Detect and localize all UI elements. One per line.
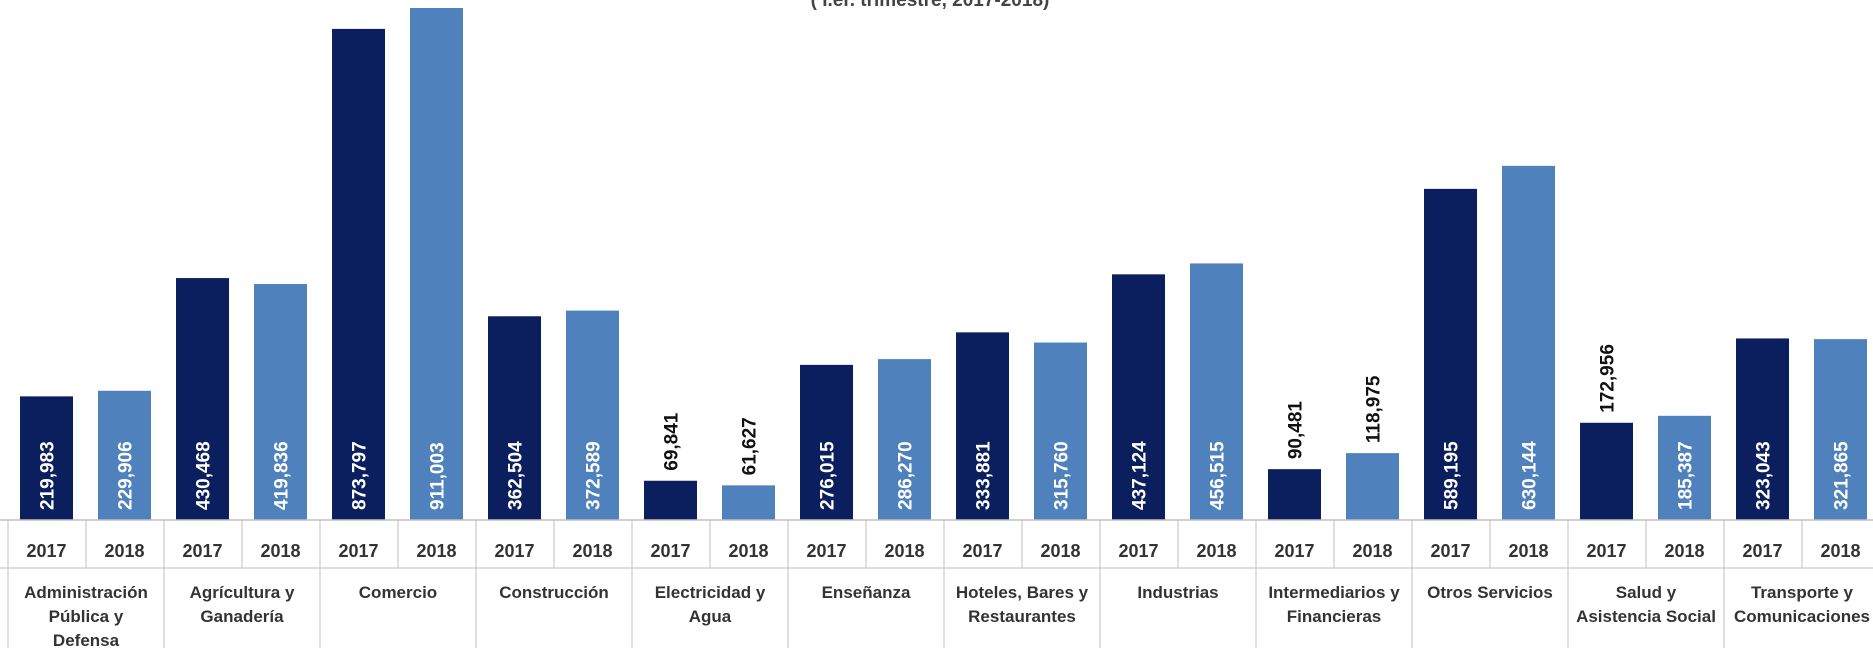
year-tick-label: 2018 (260, 541, 300, 561)
bar-12-2017 (1736, 338, 1789, 520)
year-tick-label: 2017 (1586, 541, 1626, 561)
bar-value-label: 315,760 (1052, 441, 1073, 510)
bar-7-2018 (1034, 342, 1087, 520)
year-tick-label: 2017 (806, 541, 846, 561)
year-tick-label: 2017 (338, 541, 378, 561)
bar-value-label: 321,865 (1832, 441, 1853, 510)
year-tick-label: 2018 (1040, 541, 1080, 561)
bar-value-label: 323,043 (1754, 441, 1775, 510)
category-tick-label: Ganadería (200, 607, 284, 626)
category-tick-label: Comercio (359, 583, 437, 602)
bar-2-2018 (254, 284, 307, 520)
category-tick-label: Industrias (1137, 583, 1218, 602)
year-tick-label: 2018 (1664, 541, 1704, 561)
bar-12-2018 (1814, 339, 1867, 520)
year-tick-label: 2018 (1352, 541, 1392, 561)
year-tick-label: 2018 (1196, 541, 1236, 561)
year-tick-label: 2018 (572, 541, 612, 561)
chart-subtitle: ( I.er. trimestre, 2017-2018) (811, 0, 1050, 11)
year-tick-label: 2018 (104, 541, 144, 561)
category-tick-label: Electricidad y (655, 583, 766, 602)
bar-5-2018 (722, 485, 775, 520)
bar-value-label: 219,983 (38, 441, 59, 510)
year-tick-label: 2018 (884, 541, 924, 561)
bar-10-2017 (1424, 188, 1477, 520)
category-axis: 2017 2018 Administración Pública y Defensa 20… (0, 519, 1873, 648)
bar-3-2018 (410, 8, 463, 520)
bar-value-label: 430,468 (194, 441, 215, 510)
bar-4-2018 (566, 310, 619, 520)
year-tick-label: 2017 (182, 541, 222, 561)
category-tick-label: Asistencia Social (1576, 607, 1716, 626)
bar-value-label: 61,627 (740, 417, 761, 475)
bar-6-2018 (878, 359, 931, 520)
bar-8-2017 (1112, 274, 1165, 520)
bar-9-2018 (1346, 453, 1399, 520)
bar-value-label: 589,195 (1442, 441, 1463, 510)
bar-value-label: 229,906 (116, 441, 137, 510)
category-tick-label: Comunicaciones (1734, 607, 1870, 626)
category-tick-label: Salud y (1616, 583, 1677, 602)
bar-value-label: 276,015 (818, 441, 839, 510)
year-tick-label: 2018 (1508, 541, 1548, 561)
year-tick-label: 2017 (494, 541, 534, 561)
year-tick-label: 2018 (416, 541, 456, 561)
bar-value-label: 911,003 (428, 442, 449, 510)
bar-value-label: 630,144 (1520, 441, 1541, 510)
bar-value-label: 419,836 (272, 441, 293, 510)
category-tick-label: Pública y (49, 607, 124, 626)
year-tick-label: 2017 (1118, 541, 1158, 561)
category-tick-label: Hoteles, Bares y (956, 583, 1089, 602)
category-tick-label: Transporte y (1751, 583, 1854, 602)
bar-1-2018 (98, 390, 151, 520)
category-tick-label: Enseñanza (822, 583, 911, 602)
year-tick-label: 2017 (1430, 541, 1470, 561)
bar-7-2017 (956, 332, 1009, 520)
bar-value-label: 873,797 (350, 441, 371, 510)
year-tick-label: 2017 (26, 541, 66, 561)
bar-2-2017 (176, 278, 229, 520)
bar-10-2018 (1502, 165, 1555, 521)
bar-value-label: 118,975 (1364, 375, 1385, 443)
year-tick-label: 2017 (650, 541, 690, 561)
category-tick-label: Restaurantes (968, 607, 1076, 626)
bar-11-2018 (1658, 415, 1711, 520)
bar-6-2017 (800, 364, 853, 520)
bars-group: 219,983 229,906 430,468 419,836 873,797 911,0… (20, 8, 1867, 521)
bar-4-2017 (488, 316, 541, 520)
bar-value-label: 362,504 (506, 441, 527, 510)
bar-1-2017 (20, 396, 73, 520)
bar-value-label: 90,481 (1286, 401, 1307, 460)
bar-value-label: 456,515 (1208, 441, 1229, 510)
bar-5-2017 (644, 480, 697, 520)
category-tick-label: Financieras (1287, 607, 1382, 626)
year-tick-label: 2017 (962, 541, 1002, 561)
category-tick-label: Otros Servicios (1427, 583, 1553, 602)
bar-8-2018 (1190, 263, 1243, 520)
bar-value-label: 172,956 (1598, 344, 1619, 413)
year-tick-label: 2018 (728, 541, 768, 561)
bar-3-2017 (332, 28, 385, 521)
bar-value-label: 333,881 (974, 441, 995, 510)
bar-value-label: 372,589 (584, 441, 605, 510)
bar-value-label: 286,270 (896, 441, 917, 510)
year-tick-label: 2017 (1742, 541, 1782, 561)
bar-11-2017 (1580, 422, 1633, 520)
year-tick-label: 2018 (1820, 541, 1860, 561)
category-tick-label: Construcción (499, 583, 609, 602)
bar-value-label: 437,124 (1130, 441, 1151, 510)
bar-value-label: 185,387 (1676, 441, 1697, 510)
category-tick-label: Defensa (53, 631, 120, 648)
category-tick-label: Intermediarios y (1268, 583, 1400, 602)
bar-9-2017 (1268, 469, 1321, 520)
category-tick-label: Agrícultura y (190, 583, 295, 602)
category-tick-label: Administración (24, 583, 148, 602)
category-tick-label: Agua (689, 607, 732, 626)
bar-value-label: 69,841 (662, 412, 683, 471)
year-tick-label: 2017 (1274, 541, 1314, 561)
